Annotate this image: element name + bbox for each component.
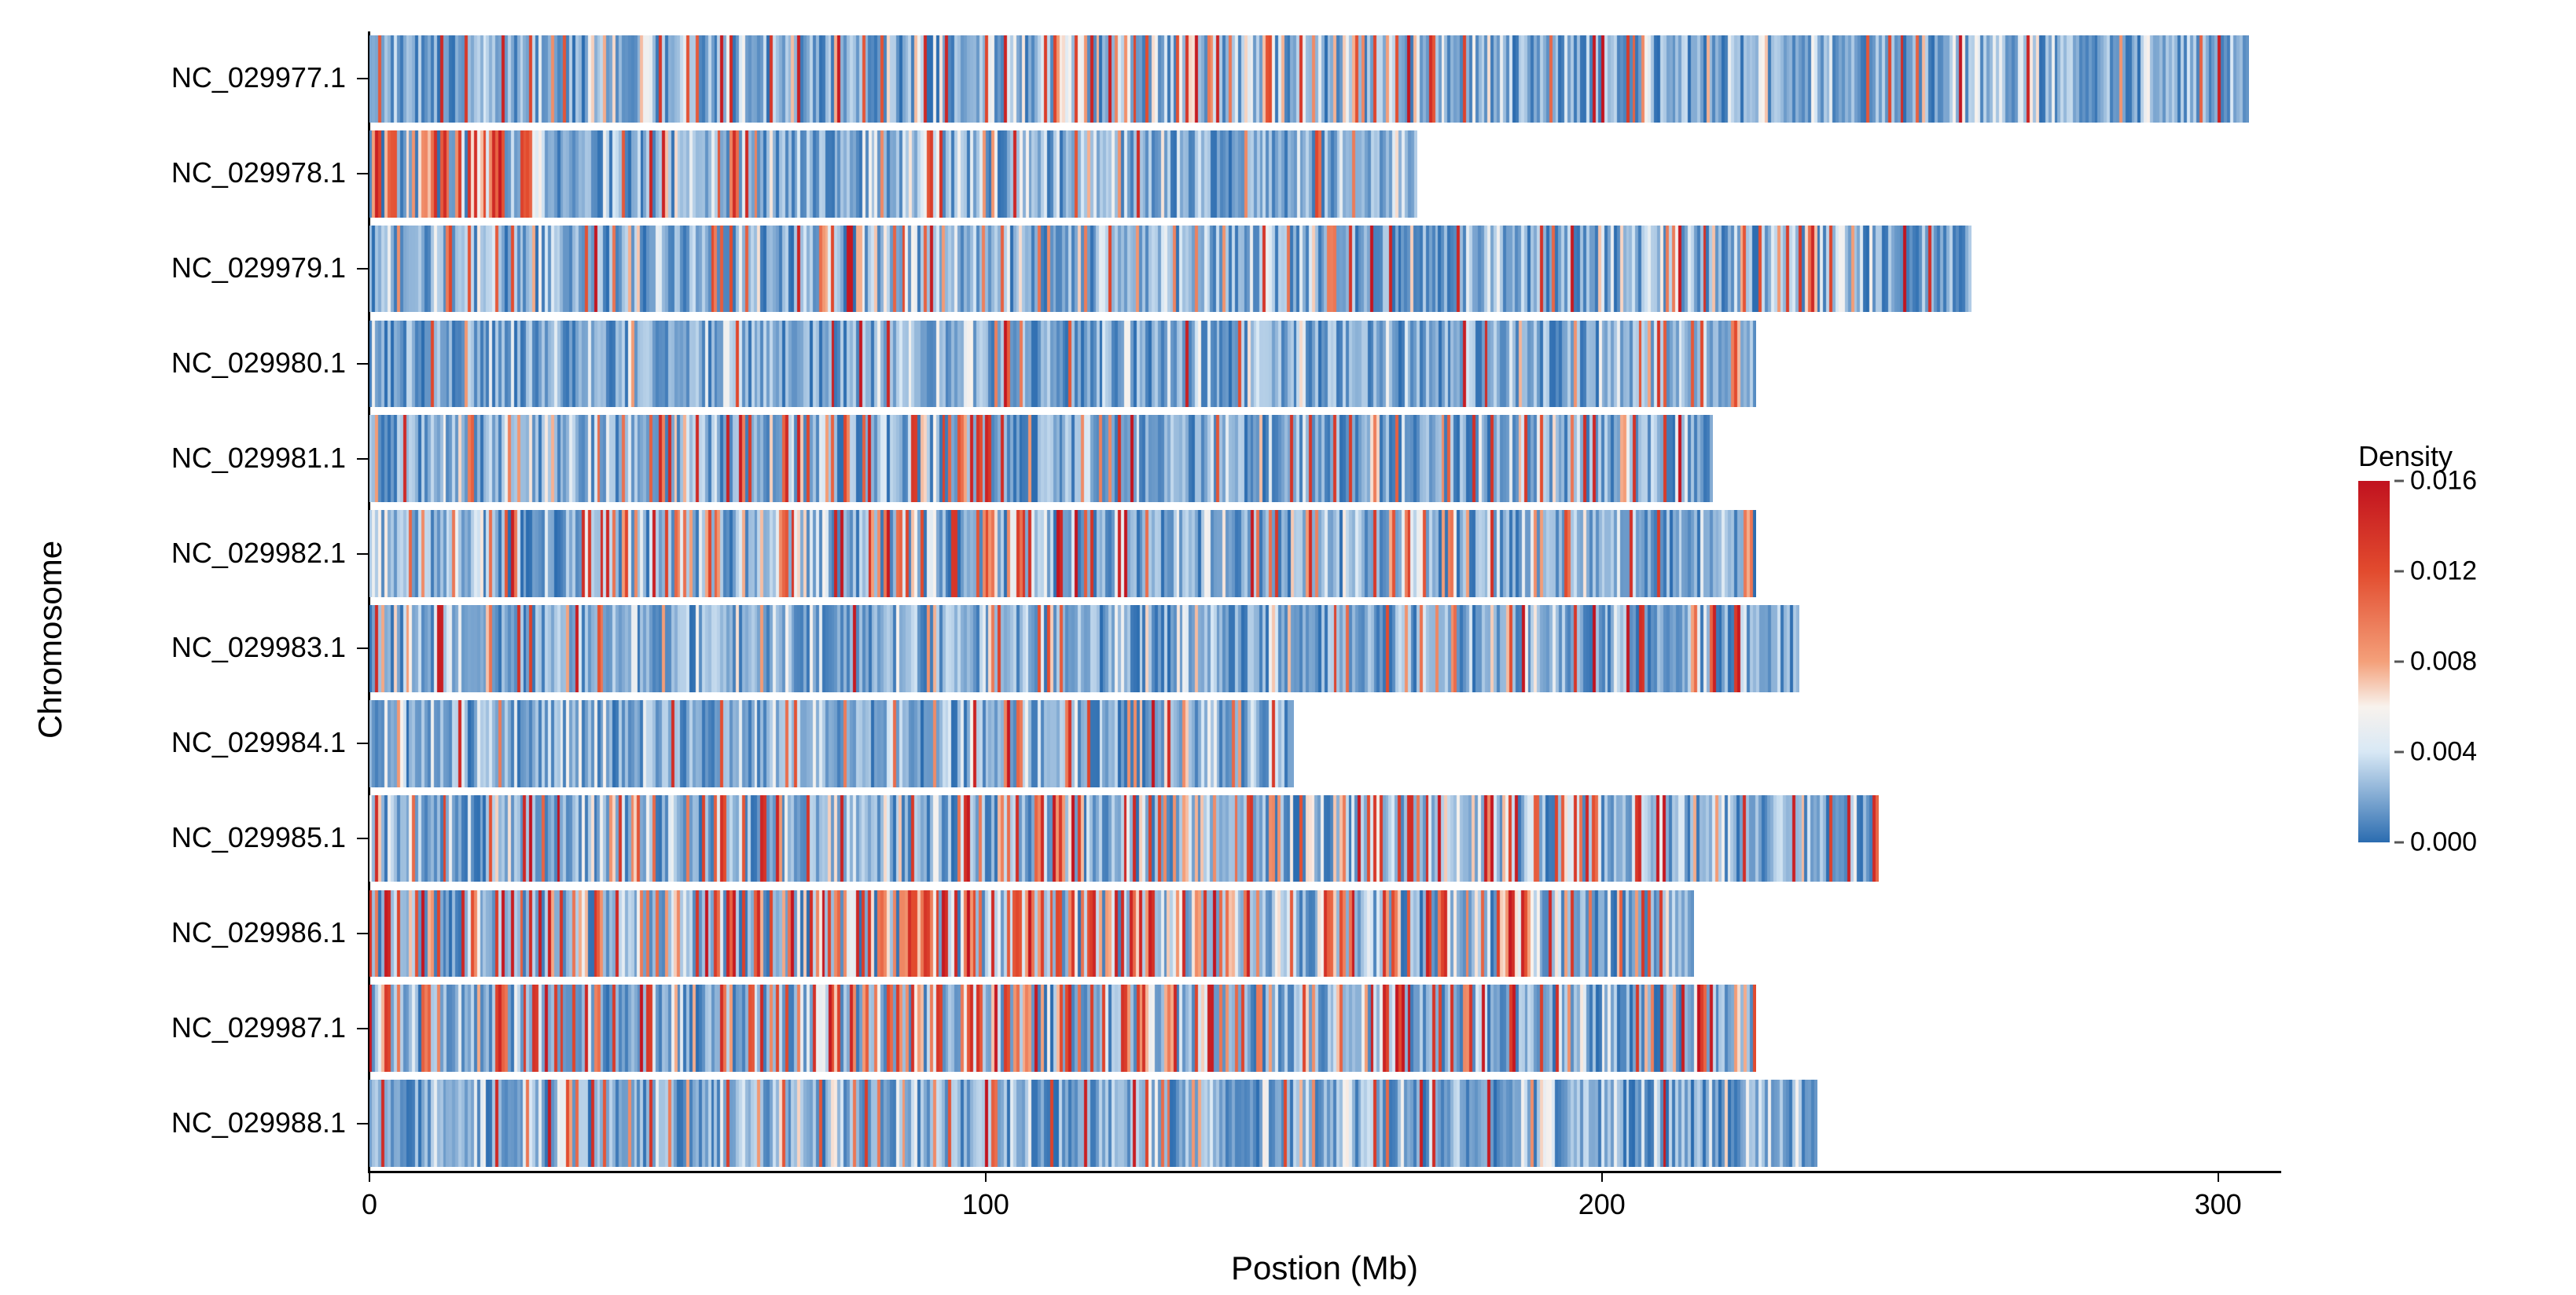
legend-tick-label: 0.016	[2410, 466, 2477, 497]
y-tick-label: NC_029988.1	[171, 1106, 346, 1139]
y-tick-label: NC_029983.1	[171, 631, 346, 664]
chromosome-row	[369, 605, 1799, 692]
chromosome-row	[369, 890, 1694, 978]
legend-tick: 0.016	[2394, 466, 2477, 497]
legend-tick: 0.008	[2394, 647, 2477, 677]
legend-tick-mark	[2394, 570, 2404, 573]
y-tick-mark	[357, 553, 368, 555]
y-tick-mark	[357, 743, 368, 744]
legend-tick-mark	[2394, 751, 2404, 754]
y-tick-mark	[357, 78, 368, 79]
color-legend: Density 0.0160.0120.0080.0040.000	[2358, 440, 2453, 842]
chromosome-row	[369, 35, 2249, 123]
x-tick-label: 0	[362, 1188, 377, 1221]
y-tick-label: NC_029987.1	[171, 1011, 346, 1044]
y-tick-label: NC_029978.1	[171, 156, 346, 189]
y-tick-label: NC_029986.1	[171, 916, 346, 949]
chromosome-row	[369, 510, 1756, 597]
x-tick-label: 200	[1578, 1188, 1626, 1221]
chromosome-row	[369, 130, 1417, 218]
y-tick-mark	[357, 838, 368, 839]
chromosome-row	[369, 1080, 1817, 1167]
legend-tick-mark	[2394, 661, 2404, 663]
chromosome-row	[369, 795, 1879, 882]
x-tick-mark	[369, 1171, 370, 1182]
y-tick-mark	[357, 648, 368, 649]
chromosome-row	[369, 226, 1972, 313]
y-tick-label: NC_029979.1	[171, 251, 346, 284]
chromosome-row	[369, 985, 1756, 1072]
x-tick-label: 300	[2195, 1188, 2242, 1221]
legend-tick-label: 0.008	[2410, 647, 2477, 677]
y-tick-label: NC_029984.1	[171, 726, 346, 759]
y-tick-mark	[357, 363, 368, 365]
x-tick-label: 100	[962, 1188, 1009, 1221]
legend-tick-label: 0.004	[2410, 737, 2477, 768]
y-tick-mark	[357, 458, 368, 460]
legend-tick-label: 0.012	[2410, 556, 2477, 587]
y-tick-mark	[357, 933, 368, 934]
x-tick-mark	[1601, 1171, 1603, 1182]
y-tick-label: NC_029980.1	[171, 347, 346, 380]
y-tick-mark	[357, 1028, 368, 1029]
x-axis-line	[368, 1171, 2281, 1173]
y-tick-label: NC_029982.1	[171, 537, 346, 570]
y-tick-label: NC_029977.1	[171, 61, 346, 94]
chromosome-row	[369, 321, 1756, 408]
chromosome-row	[369, 415, 1713, 502]
x-axis-label: Postion (Mb)	[369, 1249, 2280, 1287]
y-tick-mark	[357, 1123, 368, 1124]
y-tick-label: NC_029981.1	[171, 442, 346, 475]
y-tick-mark	[357, 268, 368, 270]
legend-tick-label: 0.000	[2410, 827, 2477, 858]
y-axis-label: Chromosome	[31, 541, 69, 739]
x-tick-mark	[2218, 1171, 2219, 1182]
legend-tick: 0.004	[2394, 737, 2477, 768]
legend-tick: 0.000	[2394, 827, 2477, 858]
legend-gradient-bar	[2358, 481, 2390, 842]
chromosome-row	[369, 700, 1294, 787]
legend-tick-mark	[2394, 480, 2404, 482]
legend-tick-mark	[2394, 842, 2404, 844]
y-tick-mark	[357, 173, 368, 174]
x-tick-mark	[985, 1171, 987, 1182]
y-tick-label: NC_029985.1	[171, 821, 346, 854]
legend-tick: 0.012	[2394, 556, 2477, 587]
